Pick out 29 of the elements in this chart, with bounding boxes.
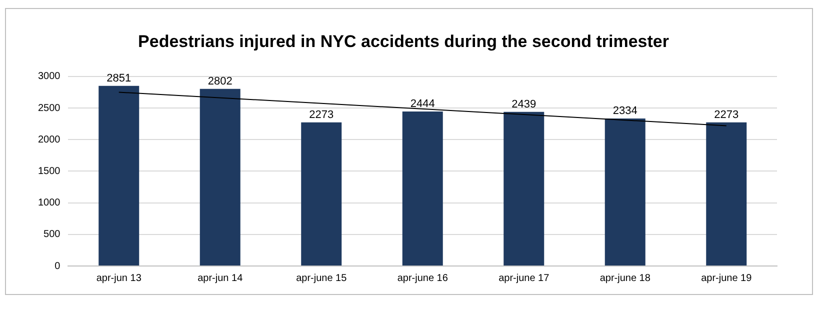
y-tick-label: 500 [44, 229, 61, 240]
y-tick-label: 1500 [38, 166, 61, 177]
x-tick-label: apr-june 18 [600, 272, 651, 284]
data-label: 2802 [208, 75, 232, 88]
x-tick-label: apr-june 17 [498, 272, 550, 284]
bar [504, 112, 544, 266]
bar [604, 118, 646, 266]
bar [98, 86, 140, 266]
y-tick-label: 0 [54, 260, 61, 272]
y-tick-label: 1000 [38, 198, 61, 209]
x-tick-label: apr-june 15 [296, 272, 348, 284]
data-label: 2273 [309, 108, 334, 121]
y-tick-label: 3000 [38, 71, 61, 82]
chart-title: Pedestrians injured in NYC accidents during the second trimester [138, 32, 670, 51]
x-tick-label: apr-june 19 [701, 272, 752, 284]
data-label: 2444 [410, 98, 435, 110]
y-tick-label: 2500 [38, 102, 61, 114]
data-label: 2851 [106, 72, 132, 84]
x-tick-label: apr-june 16 [397, 272, 448, 284]
data-label: 2334 [612, 105, 638, 118]
data-label: 2439 [512, 98, 536, 110]
data-label: 2273 [714, 108, 739, 121]
bar [402, 112, 443, 266]
y-tick-label: 2000 [38, 134, 61, 146]
bar [301, 122, 342, 266]
x-tick-label: apr-jun 14 [198, 272, 244, 284]
bar [706, 122, 747, 266]
bar [200, 88, 240, 266]
x-tick-label: apr-jun 13 [96, 272, 142, 284]
